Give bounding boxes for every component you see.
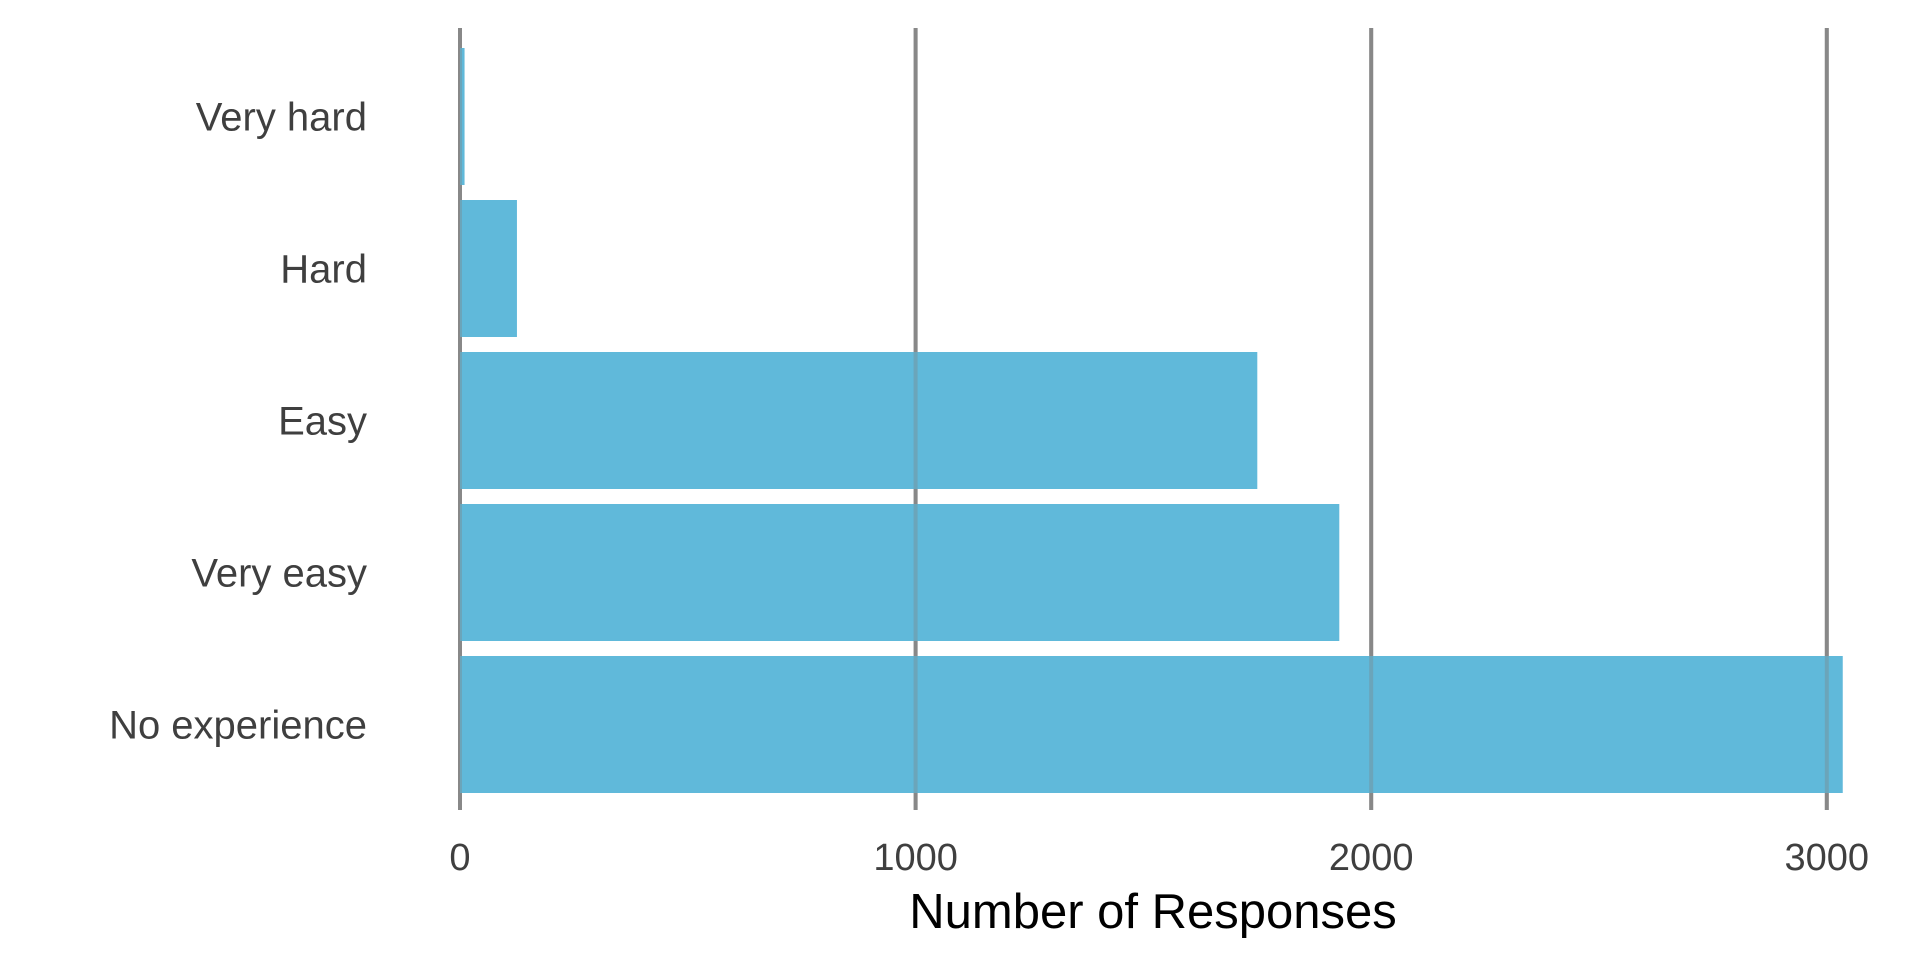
x-tick-label-3000: 3000: [1785, 837, 1870, 879]
x-tick-label-2000: 2000: [1329, 837, 1414, 879]
bar-hard: [460, 200, 517, 337]
category-label-no-experience: No experience: [109, 704, 367, 748]
category-label-easy: Easy: [278, 400, 367, 444]
x-tick-labels: 0 1000 2000 3000: [449, 837, 1869, 879]
category-label-hard: Hard: [280, 248, 367, 292]
category-label-very-easy: Very easy: [191, 552, 367, 596]
category-labels: Very hard Hard Easy Very easy No experience: [109, 96, 367, 748]
x-tick-label-1000: 1000: [873, 837, 958, 879]
bar-no-experience: [460, 656, 1843, 793]
gridlines-overlay: [458, 28, 1829, 810]
bar-easy: [460, 352, 1258, 489]
x-axis-title: Number of Responses: [909, 885, 1397, 939]
bar-very-easy: [460, 504, 1340, 641]
category-label-very-hard: Very hard: [196, 96, 367, 140]
bar-very-hard: [460, 48, 465, 185]
bars: [460, 48, 1843, 793]
x-tick-label-0: 0: [449, 837, 470, 879]
